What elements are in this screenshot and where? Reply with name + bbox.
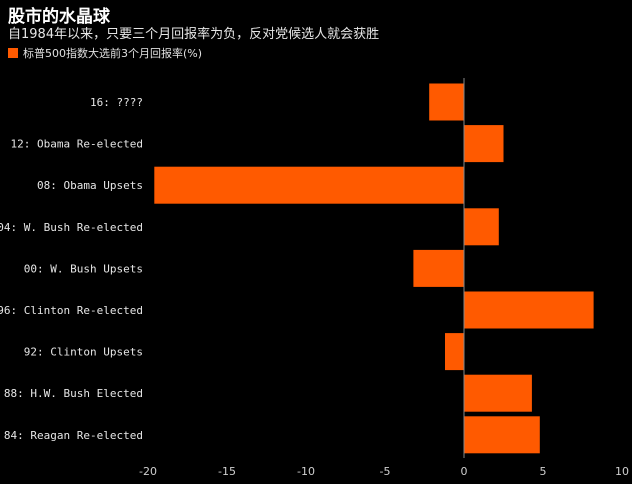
bar — [429, 83, 464, 121]
category-label: 08: Obama Upsets — [37, 179, 143, 192]
category-label: 00: W. Bush Upsets — [24, 262, 143, 275]
bar — [464, 125, 504, 163]
x-tick-label: -15 — [218, 465, 236, 478]
x-tick-label: -10 — [297, 465, 315, 478]
bar — [464, 208, 499, 246]
category-label: 92: Clinton Upsets — [24, 346, 143, 359]
bar — [464, 416, 540, 454]
chart-title: 股市的水晶球 — [8, 7, 110, 27]
legend-label: 标普500指数大选前3个月回报率(%) — [23, 47, 203, 60]
category-label: 12: Obama Re-elected — [11, 138, 143, 151]
x-tick-label: 5 — [540, 465, 547, 478]
x-tick-label: 0 — [461, 465, 468, 478]
category-label: 88: H.W. Bush Elected — [4, 387, 143, 400]
legend-swatch — [8, 48, 18, 58]
x-tick-label: 10 — [615, 465, 629, 478]
bar — [464, 374, 532, 412]
category-label: 16: ???? — [90, 96, 143, 109]
legend: 标普500指数大选前3个月回报率(%) — [8, 45, 202, 61]
x-tick-label: -5 — [380, 465, 391, 478]
bar — [413, 249, 464, 287]
bar — [464, 291, 594, 329]
category-label: 84: Reagan Re-elected — [4, 429, 143, 442]
chart-subtitle: 自1984年以来，只要三个月回报率为负，反对党候选人就会获胜 — [8, 27, 380, 42]
category-label: 04: W. Bush Re-elected — [0, 221, 143, 234]
bar — [445, 333, 464, 371]
x-tick-label: -20 — [139, 465, 157, 478]
bar — [154, 166, 465, 204]
category-label: 96: Clinton Re-elected — [0, 304, 143, 317]
